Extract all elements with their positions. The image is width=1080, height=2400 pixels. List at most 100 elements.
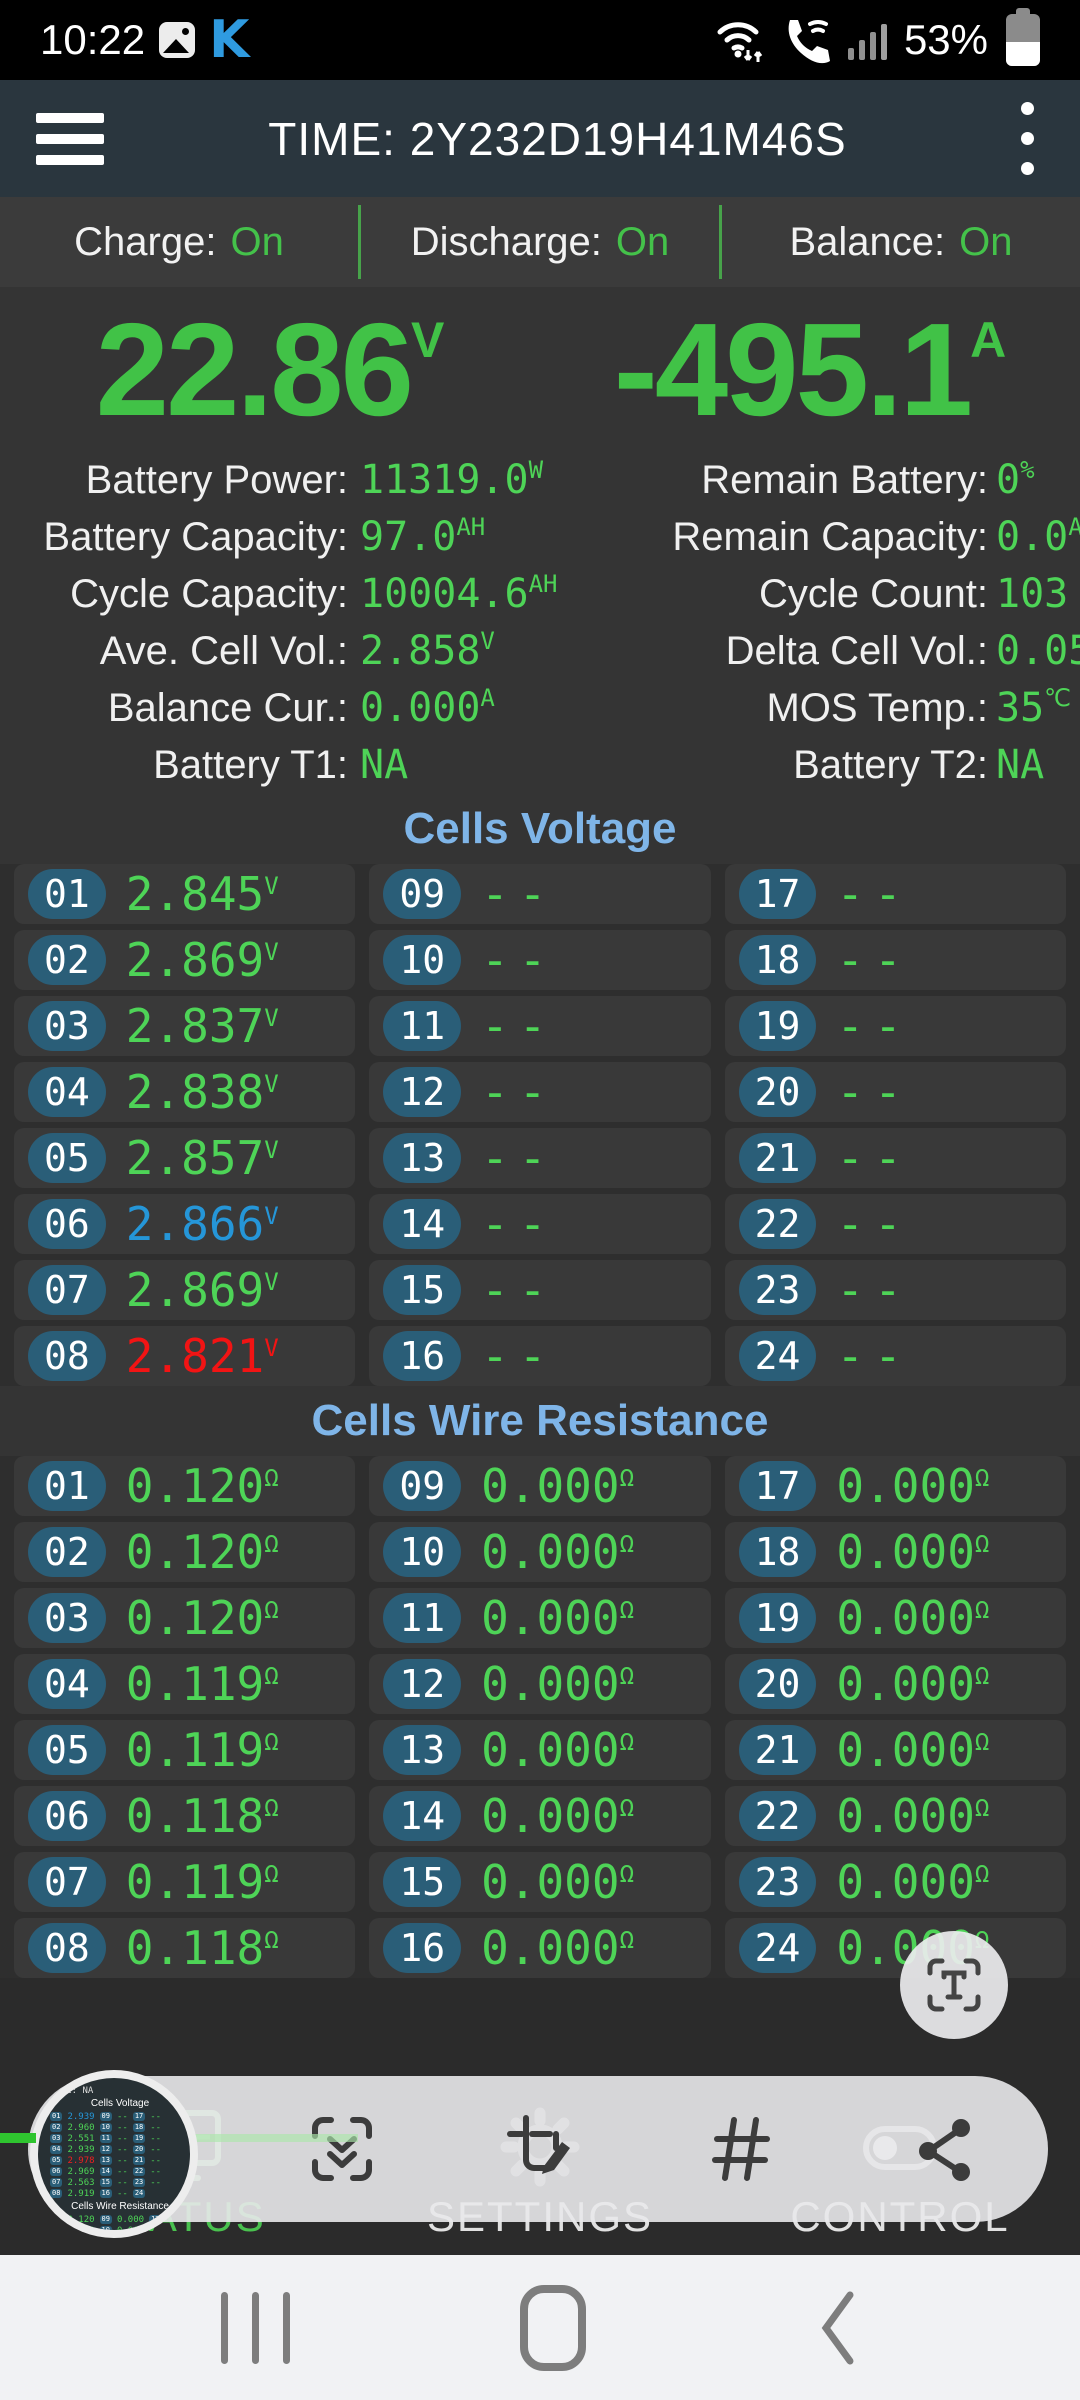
cell-number-badge: 20 (738, 1659, 817, 1709)
info-row: Battery Power: 11319.0W Remain Battery: … (0, 452, 1080, 509)
screenshot-thumbnail[interactable]: y T1: NA Cells Voltage 01 2.939 09 -- 17 --… (30, 2070, 198, 2238)
cell-voltage-item: 22 -- (724, 1194, 1066, 1254)
cell-resistance-value: 0.119Ω (125, 1855, 279, 1909)
info-label: Cycle Count: (759, 572, 988, 616)
cell-resistance-item: 01 0.120Ω (14, 1456, 356, 1516)
cells-resistance-title: Cells Wire Resistance (311, 1396, 769, 1445)
gesture-bar (0, 2255, 1080, 2400)
jk-bms-app-icon: K (209, 10, 250, 70)
cell-resistance-item: 09 0.000Ω (369, 1456, 711, 1516)
cell-resistance-value: 0.000Ω (481, 1723, 635, 1777)
cells-resistance-grid: 01 0.120Ω 02 0.120Ω 03 0.120Ω 04 0.119Ω … (0, 1456, 1080, 1978)
pack-current: -495.1A (613, 296, 1007, 443)
cell-resistance-value: 0.000Ω (481, 1855, 635, 1909)
cell-number-badge: 23 (738, 1857, 817, 1907)
cell-voltage-item: 24 -- (724, 1326, 1066, 1386)
cell-number-badge: 11 (383, 1593, 462, 1643)
cell-number-badge: 18 (738, 1527, 817, 1577)
cell-voltage-value: -- (481, 999, 557, 1053)
info-label: Remain Battery: (701, 458, 988, 502)
cell-voltage-item: 23 -- (724, 1260, 1066, 1320)
info-label: MOS Temp.: (766, 686, 988, 730)
cell-voltage-value: 2.837V (125, 999, 279, 1053)
cell-resistance-item: 07 0.119Ω (14, 1852, 356, 1912)
toggle-status: Balance: On (719, 205, 1080, 279)
cell-number-badge: 14 (383, 1199, 462, 1249)
toggle-value: On (615, 219, 670, 264)
cell-resistance-value: 0.119Ω (125, 1723, 279, 1777)
extract-text-button[interactable] (900, 1931, 1008, 2039)
toggle-value: On (959, 219, 1013, 264)
info-row: Ave. Cell Vol.: 2.858V Delta Cell Vol.: … (0, 623, 1080, 680)
cell-voltage-value: -- (836, 1197, 912, 1251)
pack-info: Battery Power: 11319.0W Remain Battery: … (0, 452, 1080, 794)
cell-resistance-value: 0.000Ω (481, 1525, 635, 1579)
cell-voltage-value: -- (836, 1329, 912, 1383)
info-value: NA (360, 742, 409, 788)
cell-number-badge: 06 (28, 1199, 106, 1249)
cell-resistance-item: 02 0.120Ω (14, 1522, 356, 1582)
info-label: Delta Cell Vol.: (725, 629, 988, 673)
battery-icon (1006, 8, 1040, 66)
extract-text-icon (927, 1958, 981, 2012)
cell-resistance-value: 0.000Ω (836, 1591, 990, 1645)
cell-number-badge: 24 (738, 1331, 817, 1381)
scroll-capture-icon[interactable] (309, 2114, 375, 2184)
cell-voltage-item: 20 -- (724, 1062, 1066, 1122)
cell-voltage-item: 08 2.821V (14, 1326, 356, 1386)
cell-resistance-value: 0.000Ω (836, 1723, 990, 1777)
info-value: 2.858V (360, 627, 495, 674)
share-icon[interactable] (913, 2114, 977, 2184)
cell-voltage-item: 03 2.837V (14, 996, 356, 1056)
cell-number-badge: 12 (383, 1067, 462, 1117)
cell-resistance-value: 0.000Ω (481, 1921, 635, 1975)
cell-number-badge: 24 (738, 1923, 817, 1973)
cell-voltage-item: 07 2.869V (14, 1260, 356, 1320)
cell-number-badge: 08 (28, 1923, 106, 1973)
cell-resistance-item: 10 0.000Ω (369, 1522, 711, 1582)
cell-number-badge: 20 (738, 1067, 817, 1117)
cell-number-badge: 19 (738, 1593, 817, 1643)
more-options-icon[interactable] (1011, 96, 1044, 181)
tag-icon[interactable] (709, 2114, 773, 2184)
cell-number-badge: 16 (383, 1923, 462, 1973)
cell-voltage-value: 2.866V (125, 1197, 279, 1251)
cell-resistance-item: 06 0.118Ω (14, 1786, 356, 1846)
cell-resistance-item: 12 0.000Ω (369, 1654, 711, 1714)
cell-voltage-item: 14 -- (369, 1194, 711, 1254)
cell-number-badge: 04 (28, 1067, 106, 1117)
cell-voltage-value: 2.838V (125, 1065, 279, 1119)
cell-number-badge: 05 (28, 1725, 106, 1775)
cell-voltage-value: -- (836, 1131, 912, 1185)
cell-number-badge: 09 (383, 869, 462, 919)
cell-voltage-value: -- (481, 1329, 557, 1383)
recents-icon[interactable] (220, 2291, 290, 2364)
cell-resistance-value: 0.000Ω (836, 1657, 990, 1711)
info-value: 0% (996, 456, 1035, 503)
crop-edit-icon[interactable] (506, 2114, 576, 2184)
cell-voltage-value: -- (836, 1065, 912, 1119)
cell-voltage-item: 09 -- (369, 864, 711, 924)
signal-icon (847, 24, 887, 60)
home-icon[interactable] (519, 2284, 586, 2371)
cell-number-badge: 03 (28, 1593, 106, 1643)
thumb-resistance-title: Cells Wire Resistance (71, 2201, 169, 2212)
cell-number-badge: 12 (383, 1659, 462, 1709)
cell-resistance-value: 0.120Ω (125, 1591, 279, 1645)
cell-resistance-item: 24 0.000Ω (724, 1918, 1066, 1978)
capture-toolbar (28, 2076, 1048, 2222)
cell-resistance-item: 18 0.000Ω (724, 1522, 1066, 1582)
cell-resistance-item: 13 0.000Ω (369, 1720, 711, 1780)
cell-resistance-value: 0.118Ω (125, 1789, 279, 1843)
cell-number-badge: 15 (383, 1857, 462, 1907)
cell-resistance-item: 15 0.000Ω (369, 1852, 711, 1912)
cell-resistance-item: 23 0.000Ω (724, 1852, 1066, 1912)
cell-resistance-item: 22 0.000Ω (724, 1786, 1066, 1846)
cell-resistance-item: 14 0.000Ω (369, 1786, 711, 1846)
back-icon[interactable] (816, 2289, 860, 2367)
cell-number-badge: 01 (28, 1461, 106, 1511)
cell-number-badge: 06 (28, 1791, 106, 1841)
cell-voltage-item: 15 -- (369, 1260, 711, 1320)
toggle-value: On (230, 219, 284, 264)
menu-icon[interactable] (36, 112, 104, 165)
